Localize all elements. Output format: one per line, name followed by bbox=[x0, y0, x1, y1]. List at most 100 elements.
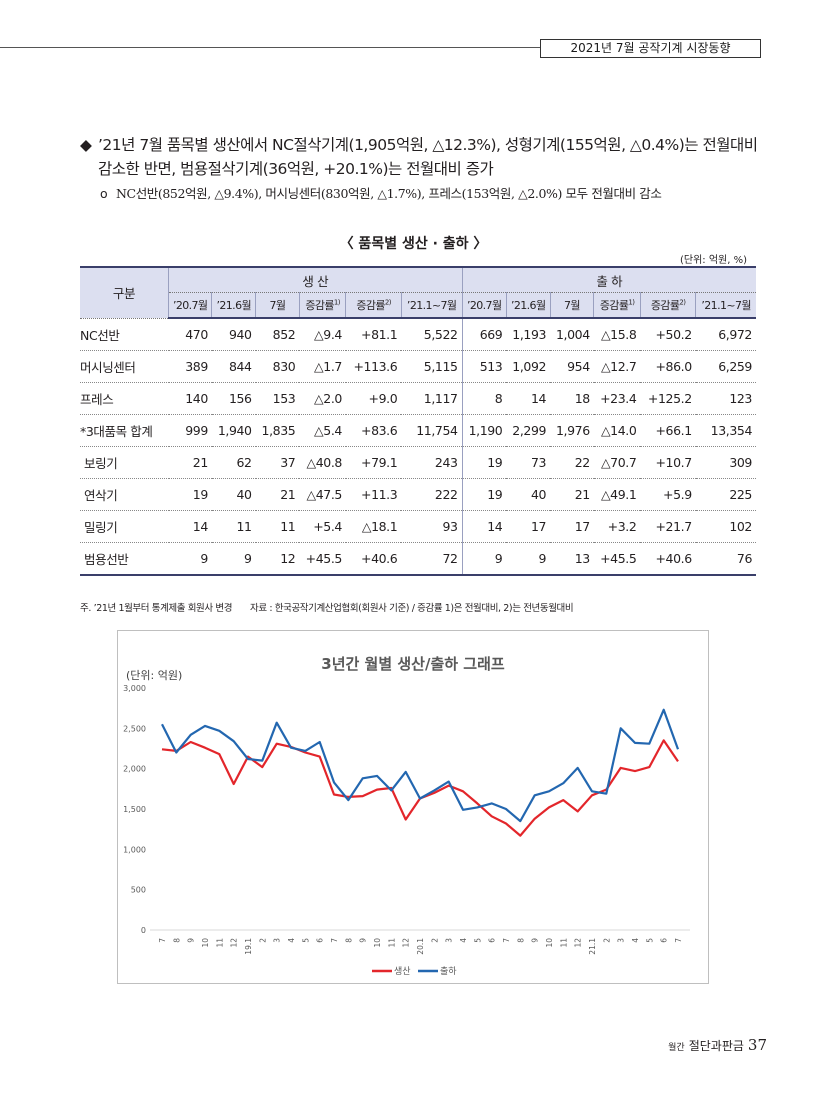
table-cell: +125.2 bbox=[640, 382, 696, 415]
table-cell: 844 bbox=[211, 350, 256, 383]
table-cell: 1,190 bbox=[461, 414, 507, 447]
table-cell: 954 bbox=[550, 350, 594, 383]
col-footnote-mark: 2) bbox=[384, 298, 392, 307]
row-label: 밀링기 bbox=[80, 510, 169, 543]
table-cell: △70.7 bbox=[593, 446, 641, 479]
x-tick-label: 11 bbox=[559, 938, 568, 948]
table-cell: △49.1 bbox=[593, 478, 641, 511]
table-cell: 11,754 bbox=[401, 414, 463, 447]
col-label: 증감률 bbox=[305, 299, 334, 312]
table-cell: 1,193 bbox=[506, 318, 551, 351]
row-label: 범용선반 bbox=[80, 542, 169, 576]
table-cell: 8 bbox=[461, 382, 507, 415]
table-row: 밀링기 14 11 11 +5.4 △18.1 93 14 17 17 +3.2 +21.7 102 bbox=[80, 510, 756, 543]
table-cell: 19 bbox=[461, 478, 507, 511]
table-cell: +113.6 bbox=[345, 350, 402, 383]
table-cell: 1,940 bbox=[211, 414, 256, 447]
group-production: 생 산 bbox=[168, 266, 463, 293]
table-cell: △14.0 bbox=[593, 414, 641, 447]
table-cell: 9 bbox=[506, 542, 551, 576]
table-cell: 222 bbox=[401, 478, 463, 511]
col-p-1: ’21.6월 bbox=[211, 292, 257, 319]
x-tick-label: 9 bbox=[187, 938, 196, 943]
table-cell: △12.7 bbox=[593, 350, 641, 383]
x-tick-label: 2 bbox=[430, 938, 439, 943]
x-tick-label: 3 bbox=[445, 938, 454, 943]
y-tick-label: 0 bbox=[141, 926, 146, 935]
table-cell: 13,354 bbox=[695, 414, 756, 447]
table-cell: +50.2 bbox=[640, 318, 696, 351]
table-row: 연삭기 19 40 21 △47.5 +11.3 222 19 40 21 △49.1 +5.9 225 bbox=[80, 478, 756, 511]
x-tick-label: 7 bbox=[674, 938, 683, 943]
x-tick-label: 10 bbox=[545, 938, 554, 948]
table-cell: 940 bbox=[211, 318, 256, 351]
table-cell: 12 bbox=[255, 542, 300, 576]
table-row: NC선반 470 940 852 △9.4 +81.1 5,522 669 1,193 1,004… bbox=[80, 318, 756, 351]
x-tick-label: 9 bbox=[531, 938, 540, 943]
table-cell: 1,092 bbox=[506, 350, 551, 383]
table-cell: 852 bbox=[255, 318, 300, 351]
x-tick-label: 2 bbox=[602, 938, 611, 943]
table-cell: △5.4 bbox=[299, 414, 346, 447]
table-row: 프레스 140 156 153 △2.0 +9.0 1,117 8 14 18 +23.4 +125.… bbox=[80, 382, 756, 415]
line-chart: 3년간 월별 생산/출하 그래프 (단위: 억원) 3,000 2,500 2,000 1… bbox=[123, 655, 690, 977]
table-cell: 513 bbox=[461, 350, 507, 383]
table-cell: 153 bbox=[255, 382, 300, 415]
table-cell: 1,004 bbox=[550, 318, 594, 351]
header-title: 2021년 7월 공작기계 시장동향 bbox=[540, 39, 761, 58]
table-cell: 9 bbox=[168, 542, 212, 576]
table-cell: △47.5 bbox=[299, 478, 346, 511]
x-tick-label: 12 bbox=[402, 938, 411, 948]
table-cell: 123 bbox=[695, 382, 756, 415]
table-cell: 14 bbox=[506, 382, 551, 415]
stats-table: 구분 생 산 출 하 ’20.7월 ’21.6월 7월 증감률1) 증감률2) ’21.1… bbox=[80, 266, 756, 576]
table-cell: +21.7 bbox=[640, 510, 696, 543]
table-cell: 21 bbox=[255, 478, 300, 511]
y-tick-label: 1,500 bbox=[123, 805, 146, 814]
circle-bullet-icon: o bbox=[100, 186, 108, 201]
table-cell: 470 bbox=[168, 318, 212, 351]
table-cell: 37 bbox=[255, 446, 300, 479]
table-unit: (단위: 억원, %) bbox=[679, 255, 747, 266]
table-cell: +79.1 bbox=[345, 446, 402, 479]
x-tick-label: 8 bbox=[516, 938, 525, 943]
table-row: *3대품목 합계 999 1,940 1,835 △5.4 +83.6 11,754 1,19… bbox=[80, 414, 756, 447]
table-cell: +86.0 bbox=[640, 350, 696, 383]
col-p-2: 7월 bbox=[255, 292, 300, 319]
x-tick-label: 4 bbox=[459, 938, 468, 943]
col-p-4: 증감률2) bbox=[345, 292, 402, 319]
y-tick-label: 500 bbox=[131, 886, 146, 895]
x-tick-label: 7 bbox=[330, 938, 339, 943]
table-cell: +45.5 bbox=[299, 542, 346, 576]
table-cell: +23.4 bbox=[593, 382, 641, 415]
table-cell: 5,115 bbox=[401, 350, 463, 383]
table-cell: +3.2 bbox=[593, 510, 641, 543]
diamond-bullet-icon: ◆ bbox=[80, 136, 92, 154]
table-cell: +81.1 bbox=[345, 318, 402, 351]
x-tick-label: 12 bbox=[574, 938, 583, 948]
x-tick-label: 9 bbox=[359, 938, 368, 943]
col-footnote-mark: 1) bbox=[628, 298, 635, 307]
table-cell: 156 bbox=[211, 382, 256, 415]
col-label: 증감률 bbox=[599, 299, 629, 312]
x-tick-label: 11 bbox=[387, 938, 396, 948]
col-p-5: ’21.1~7월 bbox=[400, 292, 463, 319]
table-cell: 225 bbox=[695, 478, 756, 511]
summary-main: ◆ ’21년 7월 품목별 생산에서 NC절삭기계(1,905억원, △12.3%… bbox=[80, 133, 770, 181]
x-tick-label: 12 bbox=[230, 938, 239, 948]
table-cell: 19 bbox=[461, 446, 507, 479]
table-cell: 102 bbox=[695, 510, 756, 543]
x-tick-label: 3 bbox=[617, 938, 626, 943]
series-line-production bbox=[161, 739, 679, 837]
table-cell: 17 bbox=[550, 510, 594, 543]
table-cell: △40.8 bbox=[299, 446, 346, 479]
table-cell: 11 bbox=[211, 510, 256, 543]
col-s-5: ’21.1~7월 bbox=[695, 292, 756, 319]
table-cell: 21 bbox=[168, 446, 212, 479]
table-cell: +10.7 bbox=[640, 446, 696, 479]
col-s-1: ’21.6월 bbox=[505, 292, 551, 319]
row-label: NC선반 bbox=[80, 318, 169, 351]
table-cell: 5,522 bbox=[401, 318, 463, 351]
note-source: 자료 : 한국공작기계산업협회(회원사 기준) / 증감률 1)은 전월대비, … bbox=[250, 603, 574, 614]
table-cell: +40.6 bbox=[345, 542, 402, 576]
